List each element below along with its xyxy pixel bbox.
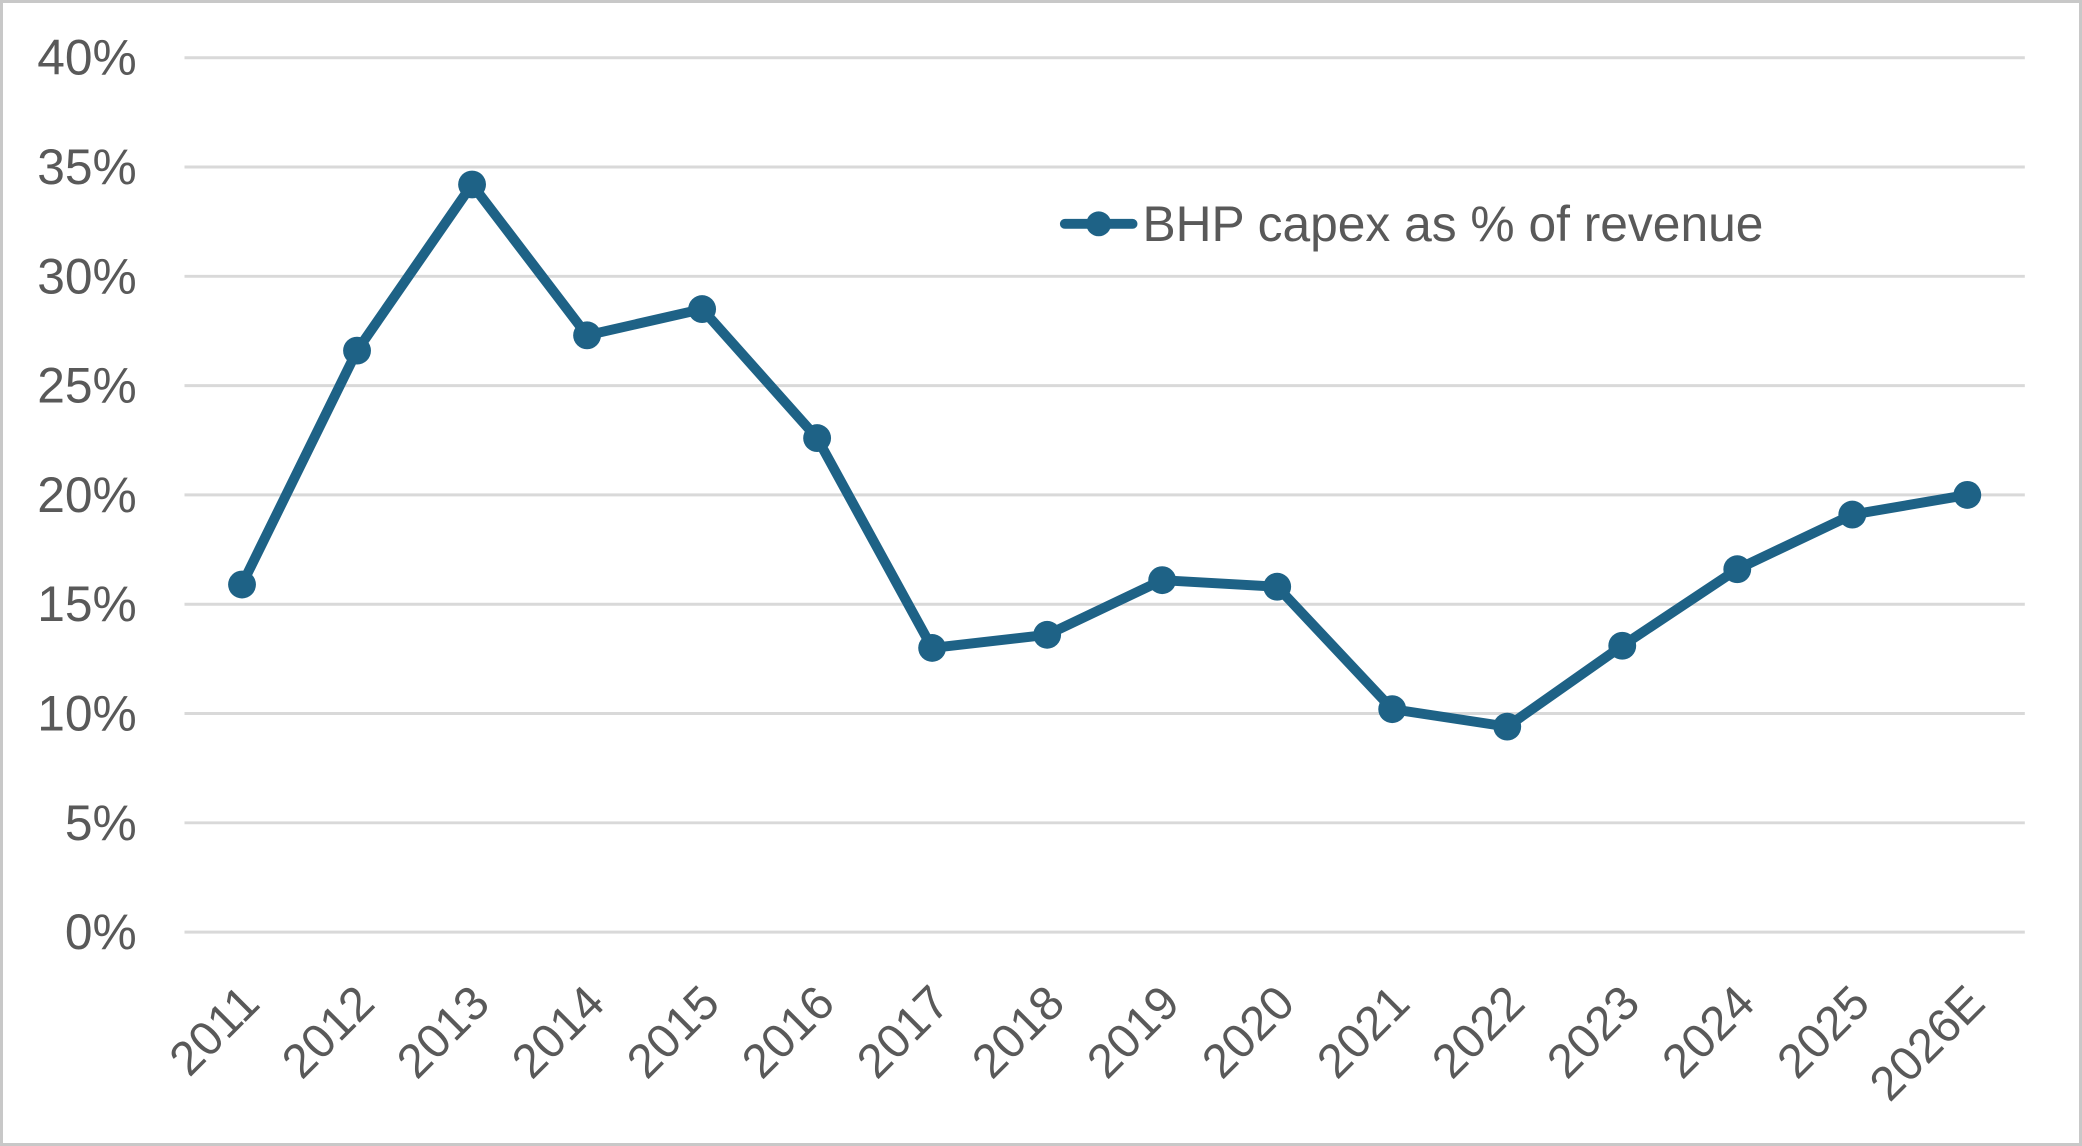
data-point-2012	[343, 336, 371, 365]
y-axis-tick-label: 40%	[37, 30, 137, 86]
x-axis-category-label: 2015	[617, 976, 730, 1089]
data-point-2020	[1263, 572, 1292, 601]
legend-marker-dot	[1086, 211, 1112, 237]
data-point-2021	[1378, 695, 1407, 724]
x-axis-category-label: 2019	[1077, 976, 1190, 1089]
data-point-2023	[1608, 631, 1637, 660]
x-axis-category-label: 2020	[1192, 976, 1305, 1089]
data-point-2011	[228, 570, 256, 599]
data-point-2014	[573, 321, 602, 350]
x-axis-category-label: 2011	[160, 976, 270, 1086]
data-point-2019	[1148, 566, 1177, 595]
data-point-2016	[803, 424, 832, 453]
x-axis-labels-group: 2011 2012 2013 2014 2015 2016 2017 2018 2019 2020…	[160, 976, 1995, 1111]
y-axis-tick-label: 5%	[65, 795, 137, 851]
x-axis-category-label: 2023	[1537, 976, 1650, 1089]
y-axis-labels-group: 0% 5% 10% 15% 20% 25% 30% 35% 40%	[37, 30, 137, 960]
y-axis-tick-label: 25%	[37, 358, 137, 414]
x-axis-category-label: 2012	[272, 976, 385, 1089]
x-axis-category-label: 2014	[502, 976, 615, 1089]
data-point-2013	[458, 170, 486, 199]
data-point-2017	[918, 634, 947, 662]
x-axis-category-label: 2018	[962, 976, 1075, 1089]
legend-label: BHP capex as % of revenue	[1142, 196, 1763, 252]
data-point-2015	[688, 295, 717, 324]
data-point-2026E	[1953, 480, 1982, 509]
x-axis-category-label: 2026E	[1860, 976, 1995, 1111]
legend: BHP capex as % of revenue	[1059, 196, 1763, 252]
x-axis-category-label: 2017	[847, 976, 960, 1089]
x-axis-category-label: 2016	[732, 976, 845, 1089]
y-axis-tick-label: 30%	[37, 248, 137, 304]
data-point-2022	[1493, 712, 1522, 741]
series-line	[237, 179, 1973, 732]
data-point-2025	[1838, 500, 1867, 529]
y-axis-tick-label: 0%	[65, 904, 137, 960]
series-group	[228, 170, 1982, 741]
y-axis-tick-label: 10%	[37, 686, 137, 742]
x-axis-category-label: 2021	[1307, 976, 1420, 1089]
gridlines-group	[184, 56, 2025, 934]
y-axis-tick-label: 15%	[37, 576, 137, 632]
data-point-2024	[1723, 555, 1752, 584]
line-chart: 0%5%10%15%20%25%30%35%40% 2011 2012 2013 20…	[37, 30, 2025, 1111]
x-axis-category-label: 2022	[1422, 976, 1535, 1089]
y-axis-tick-label: 35%	[37, 139, 137, 195]
y-axis-tick-label: 20%	[37, 467, 137, 523]
data-point-2018	[1033, 620, 1062, 649]
x-axis-category-label: 2024	[1652, 976, 1765, 1089]
x-axis-category-label: 2013	[387, 976, 500, 1089]
